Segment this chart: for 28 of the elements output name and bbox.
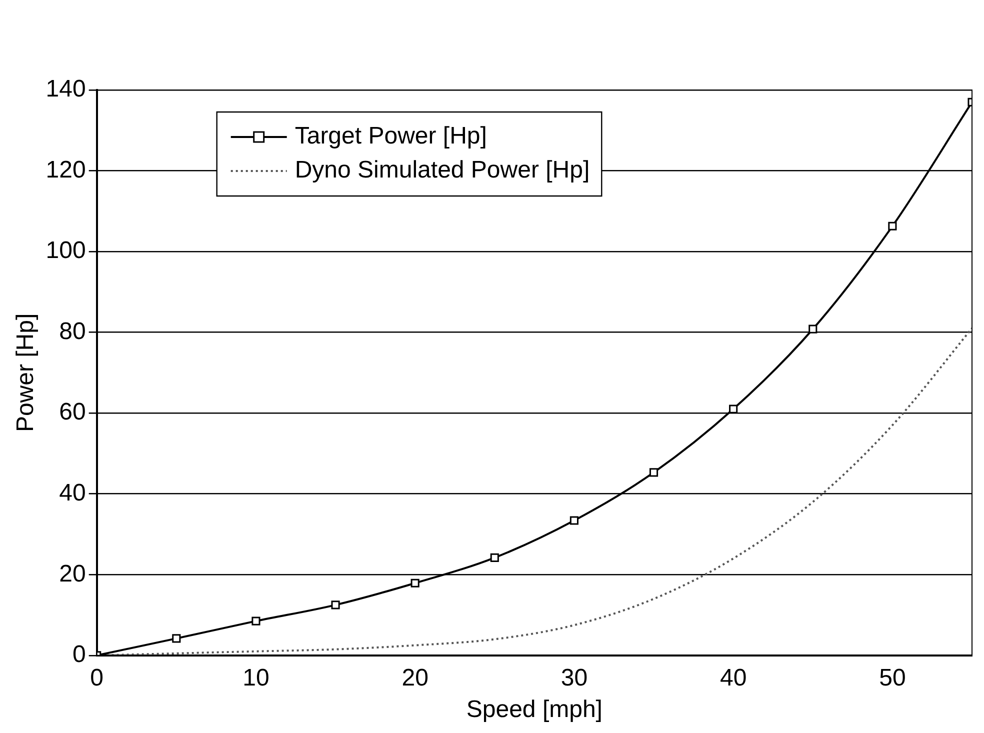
legend-label: Dyno Simulated Power [Hp]	[294, 156, 590, 184]
y-tick-label: 100	[46, 237, 86, 264]
x-tick-label: 50	[879, 664, 906, 692]
point	[729, 404, 738, 414]
x-axis-title: Speed [mph]	[466, 696, 602, 724]
point	[808, 324, 818, 334]
point	[649, 468, 658, 477]
x-tick-label: 40	[720, 664, 747, 692]
x-tick-label: 20	[402, 664, 428, 692]
y-axis-title: Power [Hp]	[12, 313, 40, 432]
y-tick-label: 140	[46, 76, 86, 103]
point	[172, 634, 181, 643]
point	[888, 222, 897, 230]
y-tick-label: 120	[46, 156, 86, 184]
legend-label: Target Power [Hp]	[294, 122, 487, 150]
point	[331, 600, 340, 610]
point	[252, 616, 260, 626]
point	[570, 516, 578, 525]
point	[490, 553, 499, 562]
x-tick-label: 30	[560, 664, 588, 692]
y-tick-label: 20	[59, 560, 86, 588]
x-tick-label: 10	[242, 664, 270, 692]
y-tick-label: 60	[59, 398, 86, 426]
point	[410, 578, 420, 588]
y-tick-label: 80	[59, 318, 86, 345]
y-tick-label: 0	[72, 641, 86, 668]
x-tick-label: 0	[90, 664, 104, 692]
y-tick-label: 40	[59, 479, 86, 506]
